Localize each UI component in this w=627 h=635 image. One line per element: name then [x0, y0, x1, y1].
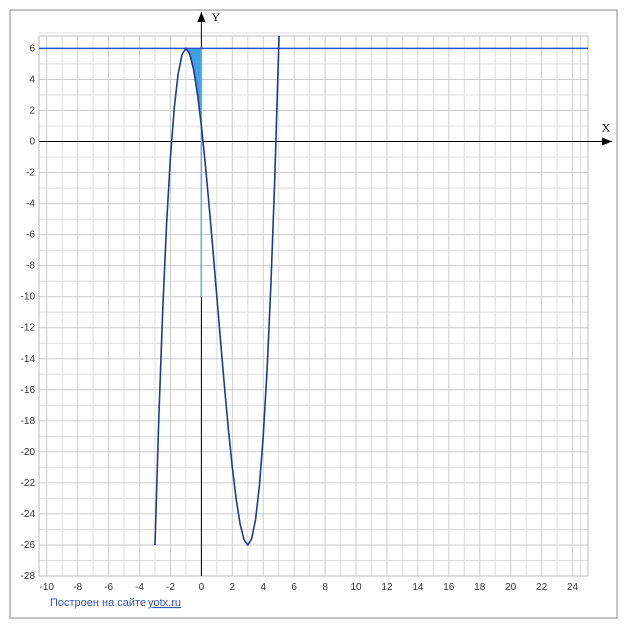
y-tick-label: -4	[26, 199, 35, 210]
x-tick-label: 16	[443, 582, 455, 593]
y-tick-label: -26	[21, 540, 36, 551]
y-tick-label: -20	[21, 447, 36, 458]
x-tick-label: 14	[412, 582, 424, 593]
y-tick-label: -2	[26, 168, 35, 179]
y-tick-label: -8	[26, 261, 35, 272]
y-tick-label: 2	[29, 105, 35, 116]
x-tick-label: 12	[381, 582, 393, 593]
x-tick-label: 4	[260, 582, 266, 593]
shaded-area	[185, 48, 202, 127]
y-tick-label: -12	[21, 323, 36, 334]
x-tick-label: -4	[135, 582, 144, 593]
y-tick-label: -22	[21, 478, 36, 489]
x-tick-label: -6	[104, 582, 113, 593]
x-tick-label: 10	[350, 582, 362, 593]
x-tick-label: 8	[322, 582, 328, 593]
x-axis-label: X	[602, 121, 611, 135]
curve	[154, 36, 280, 547]
footer-text: Построен на сайте	[50, 597, 146, 609]
y-tick-label: -24	[21, 509, 36, 520]
y-arrow	[197, 12, 206, 22]
y-tick-label: -28	[21, 571, 36, 582]
y-tick-label: 6	[29, 43, 35, 54]
frame	[9, 9, 618, 619]
y-tick-label: -16	[21, 385, 36, 396]
x-tick-label: 2	[230, 582, 236, 593]
x-arrow	[602, 137, 612, 146]
x-tick-label: 22	[536, 582, 548, 593]
x-tick-label: 0	[199, 582, 205, 593]
x-tick-label: 18	[474, 582, 486, 593]
y-tick-label: -14	[21, 354, 36, 365]
x-tick-label: -10	[40, 582, 55, 593]
x-tick-label: -8	[73, 582, 82, 593]
plot-border	[38, 35, 589, 577]
x-tick-label: 6	[291, 582, 297, 593]
y-tick-label: 4	[29, 74, 35, 85]
footer-link[interactable]: yotx.ru	[148, 597, 181, 609]
y-tick-label: 0	[29, 137, 35, 148]
y-tick-label: -10	[21, 292, 36, 303]
x-tick-label: 20	[505, 582, 517, 593]
x-tick-label: 24	[567, 582, 579, 593]
y-axis-label: Y	[211, 10, 220, 24]
y-tick-label: -18	[21, 416, 36, 427]
x-tick-label: -2	[166, 582, 175, 593]
y-tick-label: -6	[26, 230, 35, 241]
